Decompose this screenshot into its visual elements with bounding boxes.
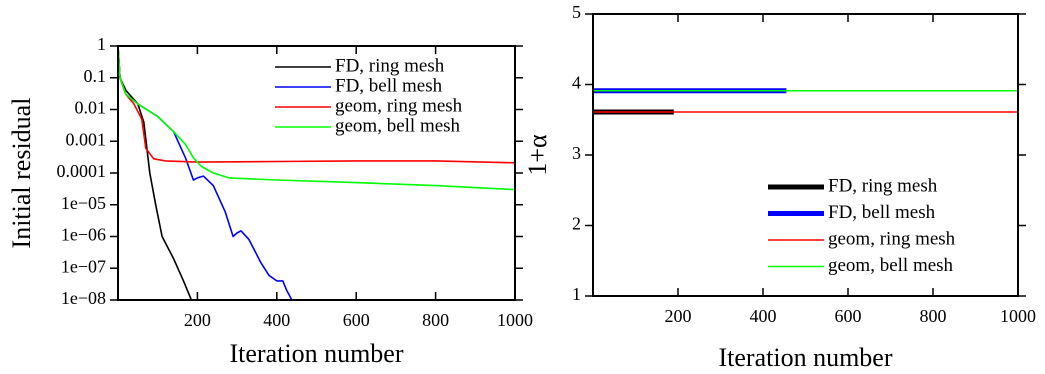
plot-frame: [117, 45, 516, 301]
y-tick-label: 1e−06: [61, 225, 106, 245]
legend-label: FD, bell mesh: [828, 202, 936, 223]
y-tick-label: 3: [572, 143, 581, 163]
x-tick-label: 200: [184, 310, 211, 330]
x-tick-label: 1000: [1000, 306, 1036, 326]
y-tick-label: 1: [97, 34, 106, 54]
y-tick-label: 0.001: [66, 129, 107, 149]
y-tick-label: 1e−08: [61, 288, 106, 308]
legend-label: FD, bell mesh: [335, 75, 443, 96]
series-line: [118, 45, 515, 191]
x-axis-label: Iteration number: [719, 343, 893, 372]
series-line: [118, 45, 293, 300]
x-tick-label: 1000: [497, 310, 533, 330]
legend-label: geom, bell mesh: [828, 255, 954, 276]
x-tick-label: 600: [343, 310, 370, 330]
y-axis-label: 1+α: [523, 134, 552, 176]
y-tick-label: 0.0001: [57, 161, 107, 181]
x-tick-label: 400: [750, 306, 777, 326]
series-line: [118, 45, 193, 300]
y-tick-label: 0.1: [84, 66, 107, 86]
y-tick-label: 2: [572, 214, 581, 234]
y-tick-label: 5: [572, 2, 581, 22]
x-tick-label: 600: [835, 306, 862, 326]
x-axis-label: Iteration number: [230, 339, 404, 368]
y-tick-label: 4: [572, 73, 581, 93]
legend-label: FD, ring mesh: [828, 175, 938, 196]
y-tick-label: 1: [572, 284, 581, 304]
x-tick-label: 200: [665, 306, 692, 326]
legend-label: geom, bell mesh: [335, 115, 461, 136]
x-tick-label: 400: [263, 310, 290, 330]
y-axis-label: Initial residual: [7, 98, 36, 249]
legend-label: geom, ring mesh: [828, 228, 956, 249]
y-tick-label: 1e−05: [61, 193, 106, 213]
x-tick-label: 800: [920, 306, 947, 326]
legend-label: FD, ring mesh: [335, 55, 445, 76]
plot-frame: [592, 13, 1019, 297]
legend-label: geom, ring mesh: [335, 95, 463, 116]
y-tick-label: 0.01: [75, 98, 107, 118]
y-tick-label: 1e−07: [61, 256, 106, 276]
x-tick-label: 800: [422, 310, 449, 330]
